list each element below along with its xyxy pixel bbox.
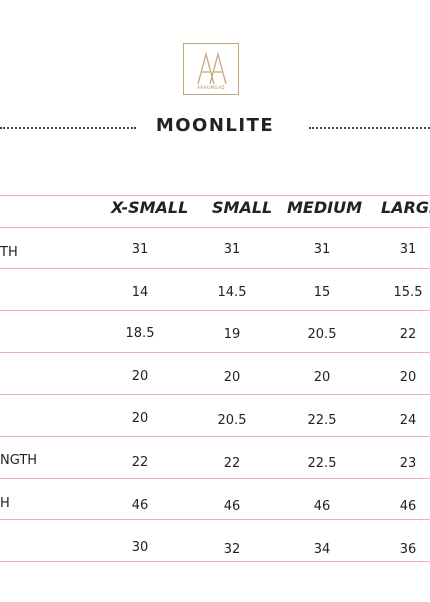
column-header-small: SMALL [212,198,273,217]
table-cell: 15.5 [393,285,423,300]
table-divider [0,310,430,311]
table-cell: 46 [399,499,417,514]
table-divider [0,352,430,353]
row-label: TH [0,245,18,260]
table-cell: 20 [131,411,149,426]
table-cell: 22.5 [307,413,337,428]
table-cell: 31 [313,242,331,257]
table-cell: 14 [131,285,149,300]
table-cell: 46 [131,498,149,513]
table-cell: 30 [131,540,149,555]
table-cell: 31 [223,242,241,257]
table-cell: 22.5 [307,456,337,471]
monogram-icon [197,51,227,85]
table-divider [0,436,430,437]
table-cell: 20.5 [217,413,247,428]
table-cell: 19 [223,327,241,342]
table-cell: 24 [399,413,417,428]
table-divider [0,268,430,269]
table-cell: 14.5 [217,285,247,300]
row-label: NGTH [0,453,38,468]
table-cell: 20 [223,370,241,385]
table-cell: 20 [399,370,417,385]
table-divider [0,227,430,228]
table-cell: 20.5 [307,327,337,342]
column-header-medium: MEDIUM [287,198,362,217]
table-cell: 46 [313,499,331,514]
table-cell: 15 [313,285,331,300]
table-divider [0,195,430,196]
table-divider [0,394,430,395]
table-cell: 34 [313,542,331,557]
table-cell: 23 [399,456,417,471]
row-label: H [0,496,10,511]
title-rule-left [0,127,136,129]
table-cell: 22 [399,327,417,342]
table-divider [0,519,430,520]
table-cell: 32 [223,542,241,557]
page-title: MOONLITE [155,115,275,136]
table-cell: 22 [223,456,241,471]
table-cell: 20 [131,369,149,384]
brand-logo: ARHUMGAD [183,43,239,95]
title-rule-right [309,127,430,129]
column-header-xsmall: X-SMALL [111,198,189,217]
table-cell: 46 [223,499,241,514]
table-cell: 31 [399,242,417,257]
table-cell: 20 [313,370,331,385]
column-header-large: LARGE [381,198,430,217]
logo-wordmark: ARHUMGAD [197,85,225,90]
table-divider [0,478,430,479]
table-divider [0,561,430,562]
table-cell: 31 [131,242,149,257]
table-cell: 36 [399,542,417,557]
table-cell: 22 [131,455,149,470]
table-cell: 18.5 [125,326,155,341]
